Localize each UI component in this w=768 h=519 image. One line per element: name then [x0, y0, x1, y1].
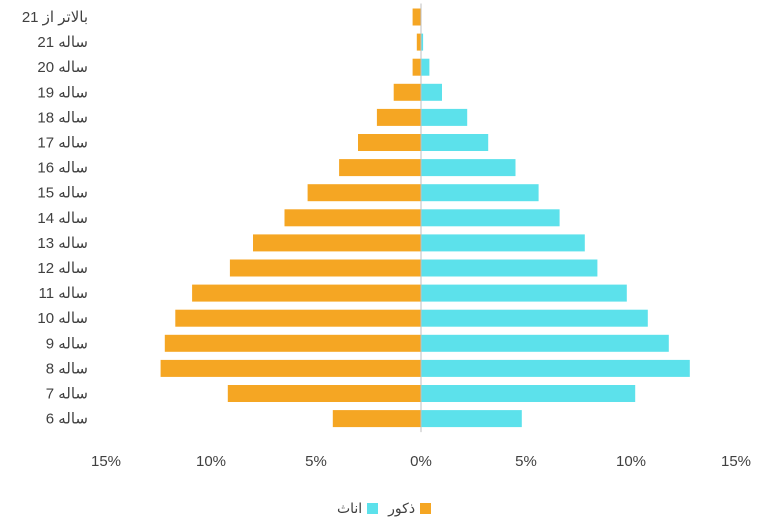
- bar-female: [421, 209, 560, 227]
- category-label: 9 ساله: [46, 335, 88, 352]
- bar-male: [412, 8, 421, 26]
- legend-item-female: اناث: [336, 499, 379, 517]
- bar-male: [160, 359, 421, 377]
- bar-male: [229, 259, 421, 277]
- female-bars: [421, 33, 690, 428]
- x-tick-label: 15%: [91, 453, 121, 470]
- bar-female: [421, 58, 430, 76]
- x-tick-label: 15%: [721, 453, 751, 470]
- bar-male: [412, 58, 421, 76]
- x-tick-label: 5%: [515, 453, 537, 470]
- category-label: 17 ساله: [37, 135, 88, 152]
- x-tick-label: 10%: [196, 453, 226, 470]
- male-bars: [160, 8, 422, 428]
- bar-female: [421, 184, 539, 202]
- x-tick-label: 10%: [616, 453, 646, 470]
- bar-male: [192, 284, 421, 302]
- bar-female: [421, 259, 598, 277]
- bar-female: [421, 284, 627, 302]
- bar-female: [421, 334, 669, 352]
- category-label: 10 ساله: [37, 310, 88, 327]
- bar-male: [339, 159, 421, 177]
- category-label: 11 ساله: [38, 285, 88, 302]
- bar-male: [164, 334, 422, 352]
- bar-male: [175, 309, 421, 327]
- bar-female: [421, 234, 585, 252]
- bar-male: [358, 134, 421, 151]
- category-label: 18 ساله: [37, 109, 88, 126]
- legend-swatch-female: [367, 502, 379, 514]
- bar-male: [393, 83, 421, 101]
- legend: ذکور اناث: [0, 498, 768, 518]
- legend-item-male: ذکور: [388, 499, 432, 517]
- bar-male: [307, 184, 421, 202]
- x-tick-label: 5%: [305, 453, 327, 470]
- category-label: بالاتر از 21: [22, 9, 88, 26]
- category-label: 7 ساله: [46, 386, 88, 403]
- legend-swatch-male: [420, 502, 432, 514]
- bar-female: [421, 385, 636, 402]
- category-label: 16 ساله: [37, 160, 88, 177]
- category-label: 8 ساله: [46, 360, 88, 377]
- category-label: 6 ساله: [46, 411, 88, 428]
- category-labels: بالاتر از 21 21 ساله 20 ساله 19 ساله 18 ساله…: [22, 9, 88, 428]
- category-label: 20 ساله: [37, 59, 88, 76]
- bar-female: [421, 359, 690, 377]
- category-label: 15 ساله: [37, 185, 88, 202]
- bar-female: [421, 83, 442, 101]
- bar-male: [416, 33, 421, 51]
- bar-male: [332, 410, 421, 428]
- bar-female: [421, 410, 522, 428]
- bar-female: [421, 33, 424, 51]
- bar-female: [421, 309, 648, 327]
- bar-female: [421, 134, 489, 151]
- x-axis-tick-labels: 15% 10% 5% 0% 5% 10% 15%: [91, 453, 751, 470]
- category-label: 19 ساله: [37, 84, 88, 101]
- category-label: 21 ساله: [37, 34, 88, 51]
- bar-male: [376, 108, 421, 126]
- category-label: 12 ساله: [37, 260, 88, 277]
- bar-male: [253, 234, 421, 252]
- legend-label-female: اناث: [336, 499, 363, 516]
- bar-female: [421, 108, 468, 126]
- category-label: 14 ساله: [37, 210, 88, 227]
- x-tick-label: 0%: [410, 453, 432, 470]
- bar-male: [284, 209, 421, 227]
- category-label: 13 ساله: [37, 235, 88, 252]
- bar-female: [421, 159, 516, 177]
- bar-male: [227, 385, 421, 402]
- legend-label-male: ذکور: [388, 499, 416, 516]
